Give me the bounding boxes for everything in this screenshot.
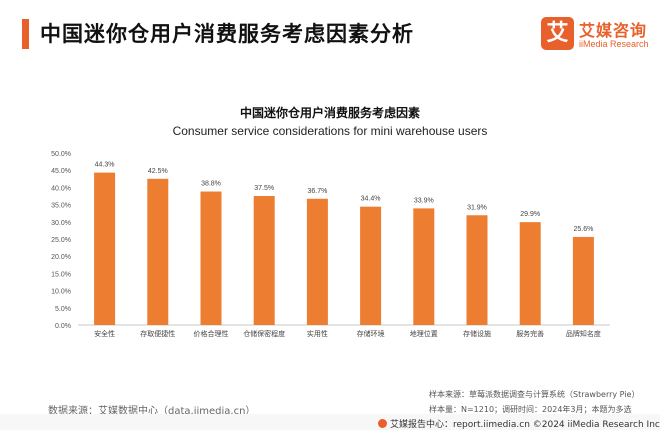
y-tick-label: 35.0% — [51, 203, 71, 210]
data-label: 42.5% — [148, 168, 168, 175]
x-tick-label: 仓储保密程度 — [243, 329, 285, 338]
x-tick-label: 价格合理性 — [194, 329, 229, 338]
sample-size-note: 样本量：N=1210；调研时间：2024年3月；本题为多选 — [429, 405, 632, 414]
data-source: 数据来源：艾媒数据中心（data.iimedia.cn） — [48, 406, 256, 417]
report-center-icon — [378, 419, 387, 428]
logo-name: 艾媒咨询 — [579, 21, 648, 40]
y-tick-label: 45.0% — [51, 168, 71, 175]
page-title: 中国迷你仓用户消费服务考虑因素分析 — [40, 22, 414, 46]
bar — [94, 172, 116, 325]
y-tick-label: 40.0% — [51, 185, 71, 192]
bar — [147, 178, 169, 325]
data-label: 44.3% — [95, 162, 115, 169]
sample-source-note: 样本来源：草莓派数据调查与计算系统（Strawberry Pie） — [429, 390, 640, 399]
data-label: 38.8% — [201, 181, 221, 188]
x-tick-label: 存储设施 — [463, 329, 491, 338]
bar — [200, 191, 222, 325]
x-tick-label: 地理位置 — [410, 329, 438, 338]
y-tick-label: 50.0% — [51, 151, 71, 158]
footer-label: 艾媒报告中心：report.iimedia.cn ©2024 iiMedia R… — [390, 420, 660, 430]
footer-bar — [0, 414, 660, 430]
x-tick-label: 存储环境 — [357, 329, 385, 338]
x-tick-label: 实用性 — [307, 329, 328, 338]
logo-subtitle: iiMedia Research — [579, 39, 649, 49]
bar — [519, 222, 541, 325]
x-tick-label: 服务完善 — [516, 329, 544, 338]
bar — [413, 208, 435, 325]
chart-title: 中国迷你仓用户消费服务考虑因素 — [239, 106, 420, 120]
data-label: 34.4% — [361, 196, 381, 203]
y-tick-label: 15.0% — [51, 271, 71, 278]
footer-text: 艾媒报告中心：report.iimedia.cn ©2024 iiMedia R… — [378, 417, 660, 430]
y-tick-label: 25.0% — [51, 237, 71, 244]
logo-mark: 艾 — [541, 17, 574, 50]
x-tick-label: 安全性 — [94, 329, 115, 338]
chart-subtitle: Consumer service considerations for mini… — [172, 124, 488, 138]
title-accent-bar — [22, 19, 29, 49]
bar — [253, 196, 275, 325]
y-tick-label: 30.0% — [51, 220, 71, 227]
data-label: 25.6% — [573, 226, 593, 233]
bar — [360, 206, 382, 325]
x-tick-label: 品牌知名度 — [566, 329, 601, 338]
data-label: 31.9% — [467, 204, 487, 211]
bar — [306, 198, 328, 325]
y-tick-label: 5.0% — [55, 306, 71, 313]
bar — [572, 236, 594, 325]
y-tick-label: 10.0% — [51, 289, 71, 296]
x-tick-label: 存取便捷性 — [140, 329, 175, 338]
iimedia-logo: 艾 艾媒咨询 iiMedia Research — [541, 17, 653, 57]
data-label: 36.7% — [307, 188, 327, 195]
data-label: 29.9% — [520, 211, 540, 218]
bar — [466, 215, 488, 325]
data-label: 33.9% — [414, 197, 434, 204]
data-label: 37.5% — [254, 185, 274, 192]
y-tick-label: 20.0% — [51, 254, 71, 261]
y-tick-label: 0.0% — [55, 323, 71, 330]
